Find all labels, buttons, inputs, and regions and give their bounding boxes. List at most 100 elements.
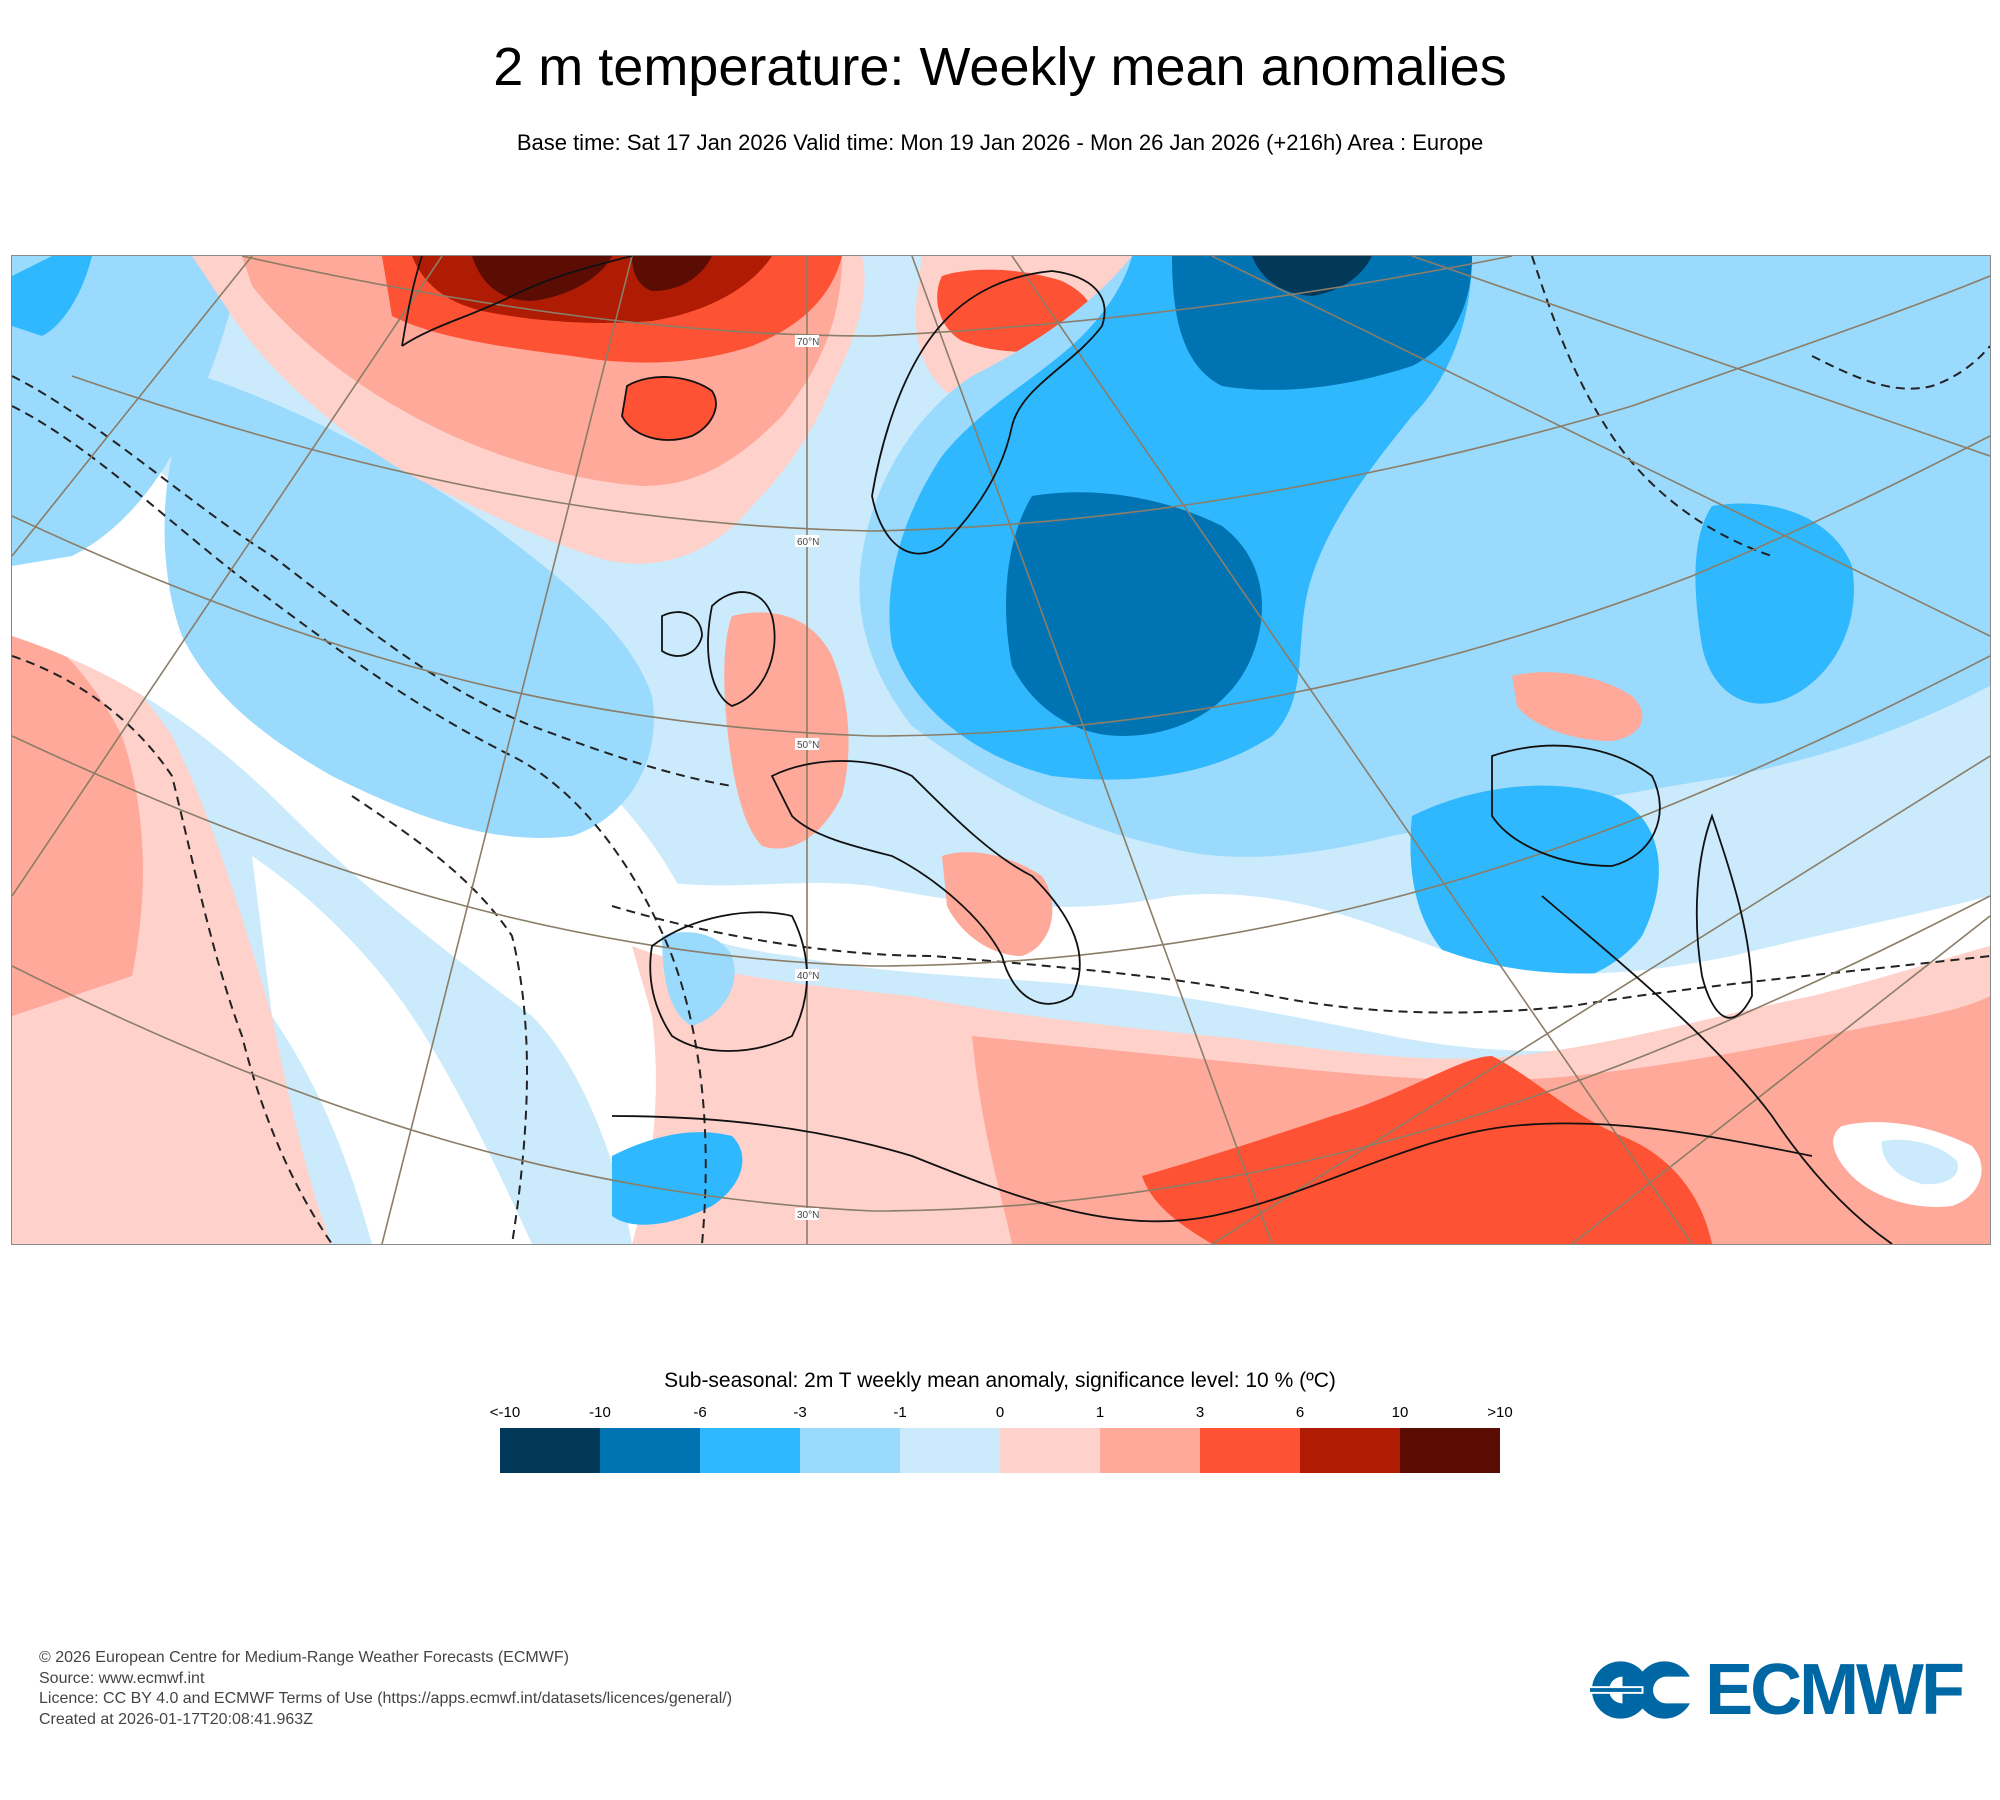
coastline-italy-balkans xyxy=(770,760,1081,1005)
legend-color-box xyxy=(800,1428,900,1473)
meridian-10e xyxy=(911,256,1273,1244)
lat-label-bg xyxy=(795,738,819,750)
legend-tick: >10 xyxy=(1487,1404,1513,1421)
legend-tick: 6 xyxy=(1295,1404,1305,1421)
coastline-caspian xyxy=(1695,813,1753,1019)
meridian-20w xyxy=(12,256,443,897)
legend-color-box xyxy=(700,1428,800,1473)
latitude-line-50n xyxy=(12,435,1990,737)
significance-contour xyxy=(351,795,528,1244)
coastline-greenland xyxy=(401,256,423,347)
significance-contour xyxy=(12,375,733,787)
legend-tick: -3 xyxy=(793,1404,807,1421)
legend-tick-labels: <-10 -10 -6 -3 -1 0 1 3 6 10 >10 xyxy=(0,1404,2000,1424)
footer-created: Created at 2026-01-17T20:08:41.963Z xyxy=(39,1710,313,1728)
coastline-black-sea xyxy=(1491,744,1661,867)
legend-colorbar xyxy=(500,1428,1500,1473)
graticule xyxy=(12,256,1990,1244)
legend-tick: -1 xyxy=(893,1404,907,1421)
coastline-iceland xyxy=(621,376,717,441)
coastline-north-africa xyxy=(611,1115,1813,1223)
lat-label-60n: 60°N xyxy=(797,537,819,548)
footer-copyright: © 2026 European Centre for Medium-Range … xyxy=(39,1649,569,1666)
significance-contour xyxy=(12,405,707,1244)
region-russia-north-very-cold xyxy=(1172,256,1472,390)
legend-color-box xyxy=(1300,1428,1400,1473)
legend-tick: <-10 xyxy=(489,1404,521,1421)
legend-color-box xyxy=(1000,1428,1100,1473)
coastline-greenland xyxy=(401,256,633,347)
region-neutral-band-sw xyxy=(252,856,532,1244)
significance-contour xyxy=(1531,256,1773,557)
region-italy-warm xyxy=(942,852,1053,956)
legend-color-box xyxy=(500,1428,600,1473)
anomaly-map: 70°N 60°N 50°N 40°N 30°N xyxy=(11,255,1991,1245)
map-canvas: 70°N 60°N 50°N 40°N 30°N xyxy=(12,256,1990,1244)
region-morocco-cold xyxy=(612,1132,743,1225)
region-iran-cool xyxy=(1881,1139,1958,1185)
legend-tick: -10 xyxy=(589,1404,611,1421)
significance-contour xyxy=(12,655,333,1244)
region-kazakhstan-cold xyxy=(1695,503,1854,704)
legend-tick: 3 xyxy=(1195,1404,1205,1421)
region-black-sea-cold xyxy=(1410,785,1659,989)
legend-color-box xyxy=(1100,1428,1200,1473)
lat-label-bg xyxy=(795,535,819,547)
significance-contour xyxy=(1811,345,1990,390)
meridian-40e xyxy=(1411,256,1990,457)
ecmwf-logo-icon xyxy=(1590,1661,1696,1719)
legend-color-box xyxy=(600,1428,700,1473)
region-france-warm xyxy=(724,612,849,849)
meridian-50e xyxy=(1211,755,1990,1244)
lat-label-bg xyxy=(795,335,819,347)
meridian-45e xyxy=(1571,915,1990,1244)
significance-contours xyxy=(12,256,1990,1244)
coastline-ireland xyxy=(661,611,703,657)
lat-label-bg xyxy=(795,1208,819,1220)
region-sahara-strong-warm xyxy=(1142,1056,1712,1244)
lat-label-bg xyxy=(795,969,819,981)
latitude-line-30n xyxy=(12,895,1990,1212)
legend-tick: 0 xyxy=(995,1404,1005,1421)
latitude-line-40n xyxy=(12,655,1990,967)
region-north-atlantic-cool xyxy=(164,376,654,838)
region-caucasus-warm xyxy=(1512,672,1643,741)
coastline-scandinavia xyxy=(871,270,1106,555)
region-iceland-warm xyxy=(622,376,716,440)
meridian-20e xyxy=(1011,256,1693,1244)
latitude-labels: 70°N 60°N 50°N 40°N 30°N xyxy=(795,335,819,1221)
ecmwf-logo: ECMWF xyxy=(1590,1650,1965,1730)
lat-label-50n: 50°N xyxy=(797,740,819,751)
legend-color-box xyxy=(1400,1428,1500,1473)
latitude-line-70n xyxy=(241,256,1513,337)
coastline-british-isles xyxy=(707,591,776,707)
legend-tick: -6 xyxy=(693,1404,707,1421)
meridian-30w xyxy=(12,256,253,557)
lat-label-70n: 70°N xyxy=(797,337,819,348)
region-atlantic-west-moderate xyxy=(12,616,143,1016)
latitude-line-60n xyxy=(71,275,1990,532)
legend-tick: 10 xyxy=(1391,1404,1409,1421)
lat-label-40n: 40°N xyxy=(797,971,819,982)
region-greenland-extreme-warm xyxy=(472,256,712,301)
footer-credits: © 2026 European Centre for Medium-Range … xyxy=(39,1648,732,1730)
coastline-iberia xyxy=(649,911,808,1052)
chart-title: 2 m temperature: Weekly mean anomalies xyxy=(493,37,1507,97)
ecmwf-logo-text: ECMWF xyxy=(1705,1650,1965,1730)
footer-source: Source: www.ecmwf.int xyxy=(39,1669,205,1687)
coastline-red-sea-gulf xyxy=(1541,895,1893,1244)
legend-tick: 1 xyxy=(1095,1404,1105,1421)
legend-color-box xyxy=(1200,1428,1300,1473)
region-poland-belarus-very-cold xyxy=(1006,492,1262,736)
meridian-10w xyxy=(381,256,633,1244)
footer-licence: Licence: CC BY 4.0 and ECMWF Terms of Us… xyxy=(39,1690,733,1707)
legend-color-box xyxy=(900,1428,1000,1473)
region-iberia-cool xyxy=(662,932,735,1026)
region-canada-cold xyxy=(12,256,92,336)
significance-contour xyxy=(611,905,1990,1014)
chart-subtitle: Base time: Sat 17 Jan 2026 Valid time: M… xyxy=(516,130,1484,155)
meridian-30e xyxy=(1211,256,1990,637)
coastlines xyxy=(401,256,1893,1244)
lat-label-30n: 30°N xyxy=(797,1210,819,1221)
legend-title: Sub-seasonal: 2m T weekly mean anomaly, … xyxy=(664,1369,1336,1392)
